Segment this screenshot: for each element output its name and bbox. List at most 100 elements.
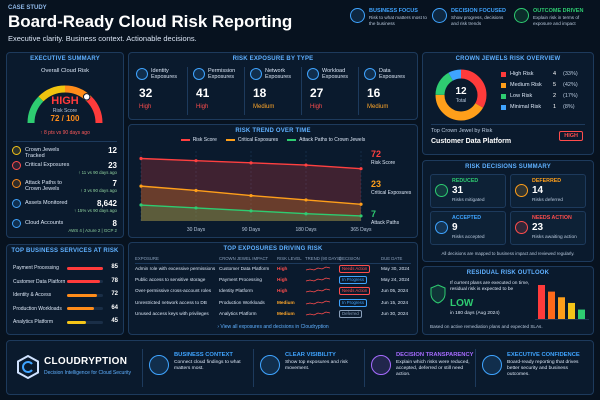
trend-area xyxy=(141,158,361,221)
cell-due: Jun 05, 2024 xyxy=(381,288,409,294)
divider xyxy=(431,124,585,125)
brand-name: CLOUDRYPTION xyxy=(44,356,128,367)
column-header: TREND (90 DAYS) xyxy=(305,256,342,261)
legend-label: Risk Score xyxy=(192,137,217,143)
exposure-label: Workload Exposures xyxy=(322,68,348,81)
icon xyxy=(364,68,376,80)
trend-point xyxy=(304,198,308,202)
exposure-level: High xyxy=(196,104,209,110)
sparkline xyxy=(305,277,331,282)
decision-label: DEFERRED xyxy=(532,178,562,184)
gauge xyxy=(27,85,103,124)
panel-title: CROWN JEWELS RISK OVERVIEW xyxy=(455,56,561,62)
trend-point xyxy=(194,159,198,163)
column-header: RISK LEVEL xyxy=(277,256,302,261)
decision-card: ACCEPTED 9 Risks accepted xyxy=(430,211,506,245)
column-header: DUE DATE xyxy=(381,256,403,261)
metric-value: 7 xyxy=(112,179,117,188)
exposure-value: 32 xyxy=(139,86,153,100)
icon xyxy=(307,68,319,80)
outlook-bar xyxy=(558,297,565,319)
outlook-bar xyxy=(578,309,585,319)
metric-value: 8 xyxy=(112,219,117,228)
risk-exposure: RISK EXPOSURE BY TYPE Identity Exposures 3… xyxy=(128,52,418,120)
cell-exposure: Admin role with excessive permissions xyxy=(135,266,216,271)
decision-label: ACCEPTED xyxy=(452,215,482,221)
metric-value: 12 xyxy=(108,146,117,155)
icon xyxy=(12,146,21,155)
residual-outlook: RESIDUAL RISK OUTLOOK If current plans ar… xyxy=(422,266,594,335)
top-jewel-level: HIGH xyxy=(559,131,583,141)
decision-badge: Deferred xyxy=(339,309,362,318)
cell-level: High xyxy=(277,288,288,294)
donut-total-label: Total xyxy=(455,98,467,104)
trend-point xyxy=(194,188,198,193)
trend-point xyxy=(139,203,143,207)
metric-label: Critical Exposures xyxy=(25,162,70,168)
service-bar xyxy=(67,320,87,324)
outlook-bar xyxy=(568,302,575,319)
decision-label: NEEDS ACTION xyxy=(532,215,572,221)
legend-label: Minimal Risk xyxy=(510,104,542,110)
decision-badge: In Progress xyxy=(339,276,367,285)
x-tick-label: 180 Days xyxy=(295,227,317,233)
legend-label: Attack Paths to Crown Jewels xyxy=(299,137,366,143)
feature-text: Connect cloud findings to what matters m… xyxy=(174,360,241,371)
logo-c xyxy=(22,361,33,373)
risk-level: HIGH xyxy=(51,95,79,107)
end-label: Attack Paths xyxy=(371,220,400,226)
exposure-level: High xyxy=(139,104,152,110)
metric-note: ↑ 3 vs 90 days ago xyxy=(80,188,117,193)
logo-hex xyxy=(17,355,39,379)
x-tick-label: 30 Days xyxy=(186,227,206,233)
decisions-note: All decisions are mapped to business imp… xyxy=(441,251,575,256)
outlook-horizon: in 180 days (Aug 2024) xyxy=(450,311,500,316)
service-value: 78 xyxy=(111,277,118,284)
gauge-band xyxy=(38,85,66,102)
legend-swatch xyxy=(287,139,297,141)
service-bar xyxy=(67,293,98,297)
badge-title: BUSINESS FOCUS xyxy=(369,8,418,14)
trend-point xyxy=(194,206,198,210)
legend-swatch xyxy=(501,72,506,77)
icon xyxy=(149,355,169,375)
decision-card: REDUCED 31 Risks mitigated xyxy=(430,174,506,208)
trend-point xyxy=(249,209,253,213)
icon xyxy=(260,355,280,375)
end-label: Risk Score xyxy=(371,160,396,166)
view-all-link[interactable]: › View all exposures and decisions in Cl… xyxy=(217,324,329,330)
cell-exposure: Unused access keys with privileges xyxy=(135,310,209,316)
icon xyxy=(250,68,262,80)
exposure-level: Medium xyxy=(367,104,389,110)
column-header: CROWN JEWEL IMPACT xyxy=(219,256,269,261)
trend-point xyxy=(249,161,253,165)
cell-impact: Analytics Platform xyxy=(219,310,257,316)
legend-item: Critical Exposures xyxy=(225,137,278,143)
legend-swatch xyxy=(180,139,190,141)
legend-item: Attack Paths to Crown Jewels xyxy=(287,137,365,143)
legend-swatch xyxy=(501,94,506,99)
badge-title: DECISION FOCUSED xyxy=(451,8,507,14)
risk-decisions: RISK DECISIONS SUMMARY REDUCED 31 Risks mit… xyxy=(422,160,594,262)
exposure-label: Identity Exposures xyxy=(151,68,177,81)
legend-swatch xyxy=(501,83,506,88)
legend: Risk Score Critical Exposures Attack Paths… xyxy=(129,137,417,143)
metric-note: ↑ 15% vs 90 days ago xyxy=(74,208,117,213)
decision-caption: Risks awaiting action xyxy=(532,235,577,240)
score-value: 72 / 100 xyxy=(50,114,80,123)
divider xyxy=(244,67,245,115)
sparkline-line xyxy=(305,300,331,305)
exposure-label: Data Exposures xyxy=(379,68,405,81)
brand-tagline: Decision Intelligence for Cloud Security xyxy=(44,370,131,376)
legend-swatch xyxy=(501,105,506,110)
service-name: Production Workloads xyxy=(13,305,62,312)
decision-label: REDUCED xyxy=(452,178,479,184)
panel-title: RESIDUAL RISK OUTLOOK xyxy=(466,270,550,276)
decision-value: 23 xyxy=(532,222,544,233)
metric-label: Crown Jewels Tracked xyxy=(25,147,60,160)
feature-text: Explain which risks were reduced, accept… xyxy=(396,360,470,377)
outlook-note: Based on active remediation plans and ex… xyxy=(430,324,543,329)
metric-label: Assets Monitored xyxy=(25,200,68,206)
end-value: 7 xyxy=(371,209,377,219)
exposure-value: 16 xyxy=(367,86,381,100)
